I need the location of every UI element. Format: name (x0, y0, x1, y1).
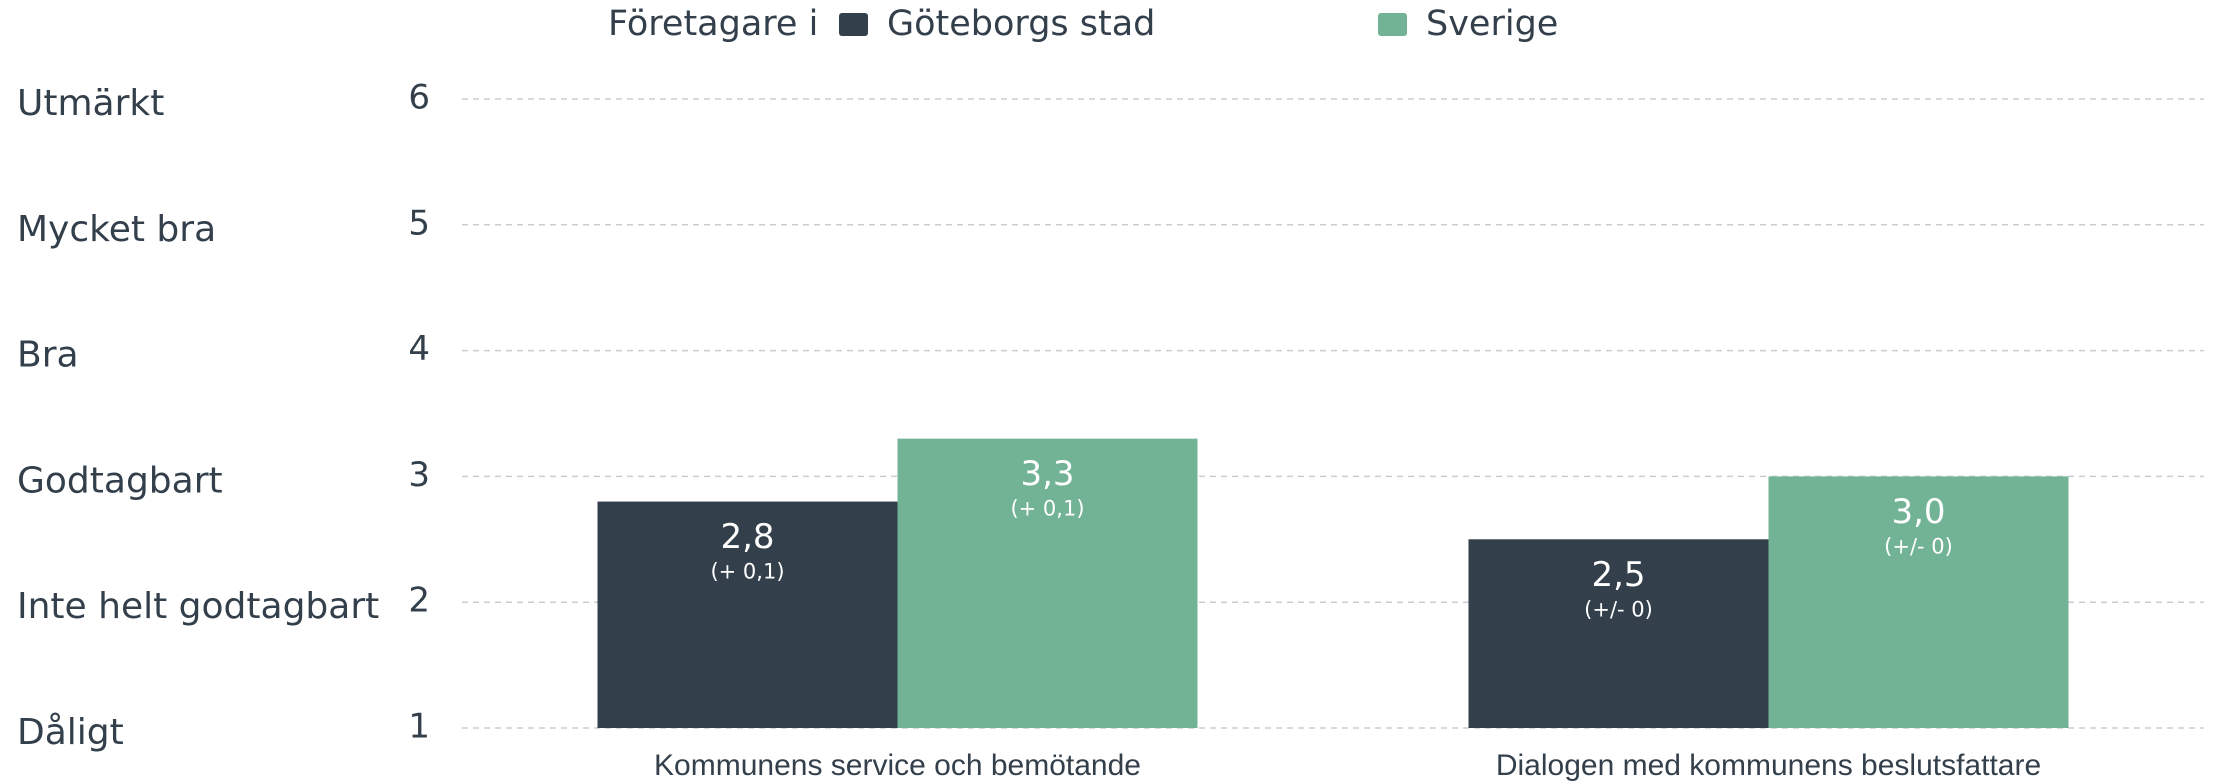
legend-title: Företagare i (608, 4, 818, 44)
x-tick-label: Kommunens service och bemötande (654, 749, 1141, 782)
value-label: 3,3 (1020, 454, 1074, 494)
legend-label: Sverige (1426, 4, 1558, 44)
y-level-label: Mycket bra (17, 209, 216, 250)
y-level-label: Godtagbart (17, 460, 223, 501)
y-level-label: Bra (17, 335, 79, 376)
bar (1468, 539, 1769, 728)
y-tick-label: 3 (408, 455, 430, 495)
legend-label: Göteborgs stad (887, 4, 1155, 44)
y-level-label: Inte helt godtagbart (17, 586, 379, 627)
y-tick-label: 2 (408, 581, 430, 621)
value-label: 2,8 (720, 517, 774, 557)
value-label: 3,0 (1891, 492, 1945, 532)
y-tick-label: 4 (408, 329, 430, 369)
legend-swatch (839, 13, 868, 36)
x-tick-label: Dialogen med kommunens beslutsfattare (1496, 749, 2041, 782)
y-tick-label: 6 (408, 78, 430, 118)
bar (597, 501, 898, 728)
bar (897, 438, 1198, 728)
change-label: (+ 0,1) (1010, 497, 1084, 521)
y-level-label: Utmärkt (17, 83, 164, 124)
y-tick-label: 5 (408, 203, 430, 243)
y-tick-label: 1 (408, 707, 430, 747)
legend-swatch (1378, 13, 1407, 36)
value-label: 2,5 (1591, 555, 1645, 595)
change-label: (+/- 0) (1584, 597, 1653, 621)
change-label: (+/- 0) (1884, 534, 1953, 558)
y-level-label: Dåligt (17, 712, 124, 753)
bar (1768, 476, 2069, 728)
change-label: (+ 0,1) (710, 560, 784, 584)
